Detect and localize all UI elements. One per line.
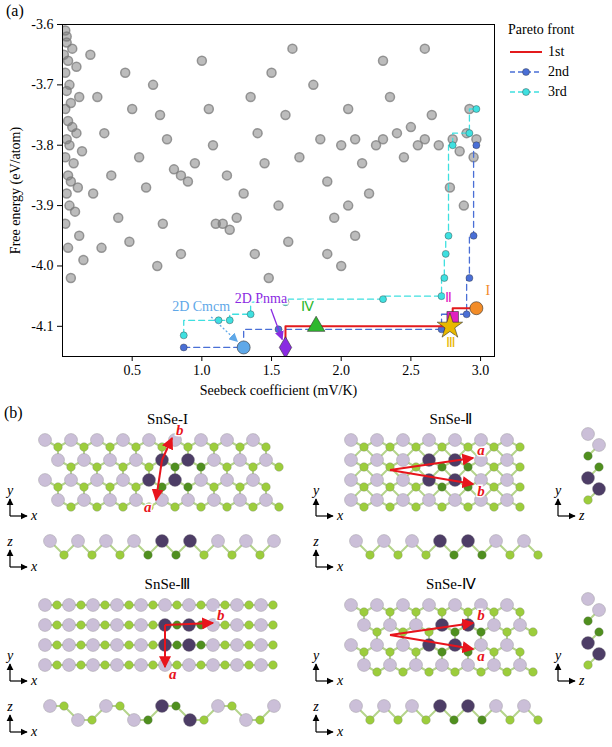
svg-text:z: z — [312, 534, 319, 549]
svg-text:z: z — [6, 534, 13, 549]
svg-text:x: x — [30, 559, 38, 574]
svg-text:y: y — [311, 483, 320, 498]
svg-text:x: x — [30, 724, 38, 739]
svg-text:-4.0: -4.0 — [31, 258, 53, 273]
svg-text:z: z — [578, 673, 585, 688]
svg-text:z: z — [578, 508, 585, 523]
svg-text:y: y — [5, 648, 14, 663]
html-text:3rd: 3rd — [548, 84, 567, 99]
html-text:(a): (a) — [6, 2, 24, 19]
html-text:Pareto front: Pareto front — [508, 22, 575, 37]
svg-text:Ⅱ: Ⅱ — [445, 290, 452, 305]
svg-text:x: x — [336, 673, 344, 688]
svg-text:Ⅳ: Ⅳ — [301, 299, 314, 314]
svg-text:y: y — [553, 648, 562, 663]
svg-text:Free energy (eV/atom): Free energy (eV/atom) — [8, 127, 24, 255]
html-text:1st: 1st — [548, 44, 565, 59]
svg-text:z: z — [6, 699, 13, 714]
svg-text:2D Pnma: 2D Pnma — [235, 291, 288, 306]
svg-text:3.0: 3.0 — [472, 363, 490, 378]
svg-text:x: x — [336, 508, 344, 523]
svg-text:Ⅲ: Ⅲ — [446, 335, 456, 350]
svg-text:y: y — [553, 483, 562, 498]
svg-text:2.5: 2.5 — [402, 363, 420, 378]
svg-text:b: b — [477, 607, 485, 623]
html-text:2nd: 2nd — [548, 64, 569, 79]
svg-text:b: b — [477, 483, 485, 499]
svg-text:SnSe-Ⅲ: SnSe-Ⅲ — [145, 576, 191, 592]
svg-text:z: z — [312, 699, 319, 714]
svg-text:SnSe-Ⅳ: SnSe-Ⅳ — [426, 576, 476, 592]
svg-text:a: a — [477, 442, 485, 458]
svg-text:b: b — [176, 422, 184, 438]
svg-text:-3.6: -3.6 — [31, 17, 53, 32]
svg-text:x: x — [336, 724, 344, 739]
svg-text:I: I — [486, 283, 491, 298]
svg-text:-3.7: -3.7 — [31, 77, 53, 92]
svg-text:y: y — [311, 648, 320, 663]
svg-text:a: a — [477, 648, 485, 664]
svg-text:2.0: 2.0 — [332, 363, 350, 378]
svg-text:a: a — [144, 499, 152, 515]
svg-text:2D Cmcm: 2D Cmcm — [172, 299, 230, 314]
svg-text:b: b — [217, 607, 225, 623]
svg-text:0.5: 0.5 — [123, 363, 141, 378]
svg-text:1.0: 1.0 — [193, 363, 211, 378]
svg-text:-3.9: -3.9 — [31, 198, 53, 213]
svg-text:x: x — [336, 559, 344, 574]
svg-text:-3.8: -3.8 — [31, 138, 53, 153]
svg-text:x: x — [30, 508, 38, 523]
svg-text:y: y — [5, 483, 14, 498]
svg-text:SnSe-Ⅱ: SnSe-Ⅱ — [430, 411, 473, 427]
svg-text:SnSe-I: SnSe-I — [147, 411, 188, 427]
svg-text:(b): (b) — [4, 404, 23, 422]
svg-text:Seebeck coefficient (mV/K): Seebeck coefficient (mV/K) — [200, 383, 358, 399]
svg-text:a: a — [169, 666, 177, 682]
svg-text:-4.1: -4.1 — [31, 319, 53, 334]
svg-text:x: x — [30, 673, 38, 688]
svg-text:1.5: 1.5 — [263, 363, 281, 378]
